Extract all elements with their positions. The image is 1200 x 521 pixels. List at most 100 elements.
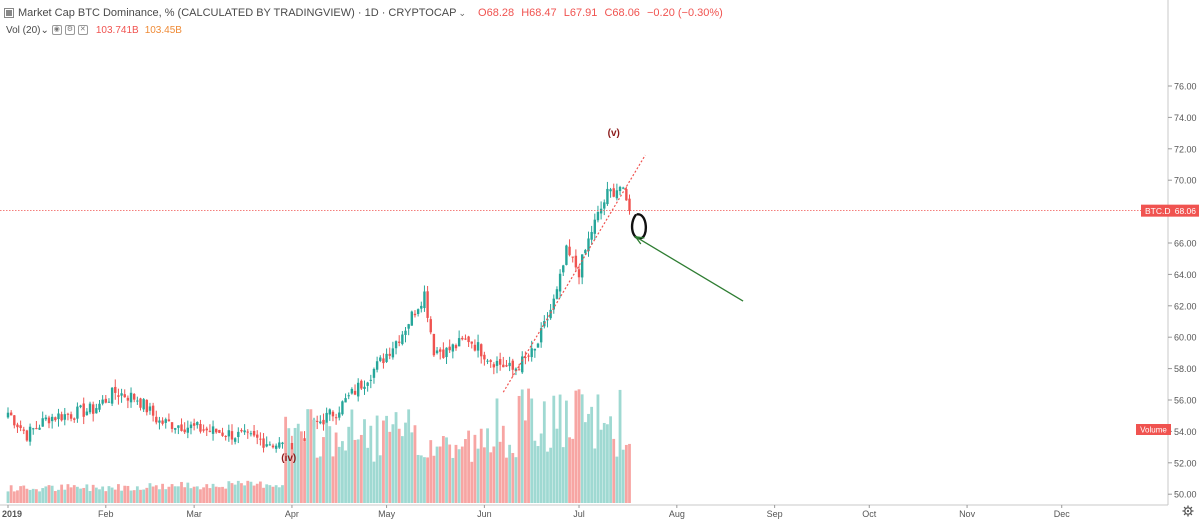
candle-body — [492, 364, 496, 368]
candle-body — [278, 442, 281, 448]
chart-title[interactable]: Market Cap BTC Dominance, % (CALCULATED … — [18, 7, 457, 19]
candle-body — [457, 338, 461, 347]
time-tick-label: Dec — [1054, 509, 1071, 519]
volume-bar — [189, 488, 193, 503]
candle-body — [230, 431, 234, 440]
volume-bar — [76, 486, 79, 503]
volume-bar — [315, 457, 319, 503]
candle-body — [290, 442, 294, 456]
candle-body — [252, 430, 256, 436]
wave-label: (iv) — [281, 453, 296, 464]
volume-bar — [300, 431, 303, 503]
volume-bar — [268, 485, 272, 503]
volume-bar — [470, 461, 474, 503]
candle-body — [123, 394, 126, 398]
candle-body — [82, 403, 85, 417]
volume-bar — [274, 485, 278, 503]
candle-body — [148, 406, 152, 411]
volume-label[interactable]: Vol (20) — [6, 24, 41, 36]
volume-bar — [558, 394, 562, 503]
chevron-down-icon[interactable]: ⌄ — [40, 24, 49, 36]
volume-bar — [262, 487, 265, 503]
time-tick-label: Nov — [959, 509, 976, 519]
close-icon[interactable]: ✕ — [77, 25, 88, 35]
volume-bar — [400, 436, 404, 503]
volume-bar — [240, 483, 243, 503]
candle-body — [480, 344, 483, 357]
candle-body — [6, 412, 10, 418]
candle-body — [126, 397, 130, 401]
volume-value-1: 103.741B — [95, 24, 139, 36]
volume-bar — [28, 489, 32, 503]
candle-body — [593, 219, 596, 234]
volume-bar — [110, 487, 114, 503]
price-tick-label: 56.00 — [1174, 396, 1197, 406]
circle-annotation[interactable] — [630, 213, 647, 240]
eye-icon[interactable]: ◉ — [51, 25, 62, 35]
settings-icon[interactable]: ⚙ — [64, 25, 75, 35]
price-badge-symbol: BTC.D — [1145, 206, 1171, 216]
volume-bar — [577, 389, 581, 503]
volume-bar — [12, 491, 16, 503]
candle-body — [129, 392, 133, 403]
candle-body — [155, 416, 158, 423]
candle-body — [599, 208, 603, 214]
volume-bar — [498, 441, 502, 503]
volume-bar — [574, 390, 578, 503]
candle-body — [558, 273, 562, 292]
candle-body — [79, 405, 82, 408]
candle-body — [262, 438, 265, 448]
volume-bar — [211, 483, 215, 503]
volume-bar — [296, 423, 300, 503]
candle-body — [486, 360, 489, 362]
volume-bar — [126, 485, 130, 503]
volume-bar — [164, 489, 168, 503]
candle-body — [508, 362, 511, 367]
volume-bar — [139, 489, 142, 503]
candle-body — [246, 431, 249, 433]
volume-bar — [233, 484, 237, 503]
candle-body — [265, 444, 268, 447]
volume-bar — [287, 428, 291, 503]
volume-bar — [536, 446, 540, 503]
chevron-down-icon[interactable]: ⌄ — [458, 7, 467, 18]
volume-bar — [571, 438, 575, 503]
trendline[interactable] — [502, 154, 646, 393]
candle-body — [139, 398, 142, 408]
volume-bar — [520, 389, 524, 503]
candle-body — [104, 398, 107, 403]
volume-bar — [63, 489, 67, 503]
volume-bar — [303, 441, 306, 503]
candle-body — [382, 358, 385, 364]
candle-body — [615, 190, 619, 199]
candle-body — [448, 346, 451, 351]
volume-bar — [47, 485, 51, 503]
candle-body — [54, 417, 57, 421]
volume-bar — [208, 488, 212, 503]
volume-bar — [410, 432, 414, 503]
gear-icon[interactable] — [1182, 505, 1194, 517]
volume-bar — [322, 437, 325, 503]
volume-bar — [344, 450, 347, 503]
volume-bar — [394, 412, 398, 503]
time-tick-label: Aug — [669, 509, 685, 519]
candle-body — [25, 430, 29, 441]
candle-body — [22, 429, 25, 431]
candle-body — [445, 347, 448, 358]
volume-bar — [290, 449, 294, 503]
arrow-line[interactable] — [635, 236, 744, 302]
volume-bar — [230, 483, 234, 503]
price-tick-label: 54.00 — [1174, 427, 1197, 437]
volume-bar — [72, 485, 76, 503]
candle-body — [136, 400, 139, 402]
candle-body — [151, 405, 155, 416]
volume-bar — [388, 431, 392, 503]
candle-body — [360, 380, 363, 389]
close-value: C68.06 — [604, 7, 640, 19]
volume-bar — [473, 434, 477, 503]
candle-body — [483, 354, 486, 360]
symbol-icon[interactable] — [4, 8, 14, 18]
volume-bar — [50, 485, 54, 503]
volume-bar — [148, 483, 152, 503]
